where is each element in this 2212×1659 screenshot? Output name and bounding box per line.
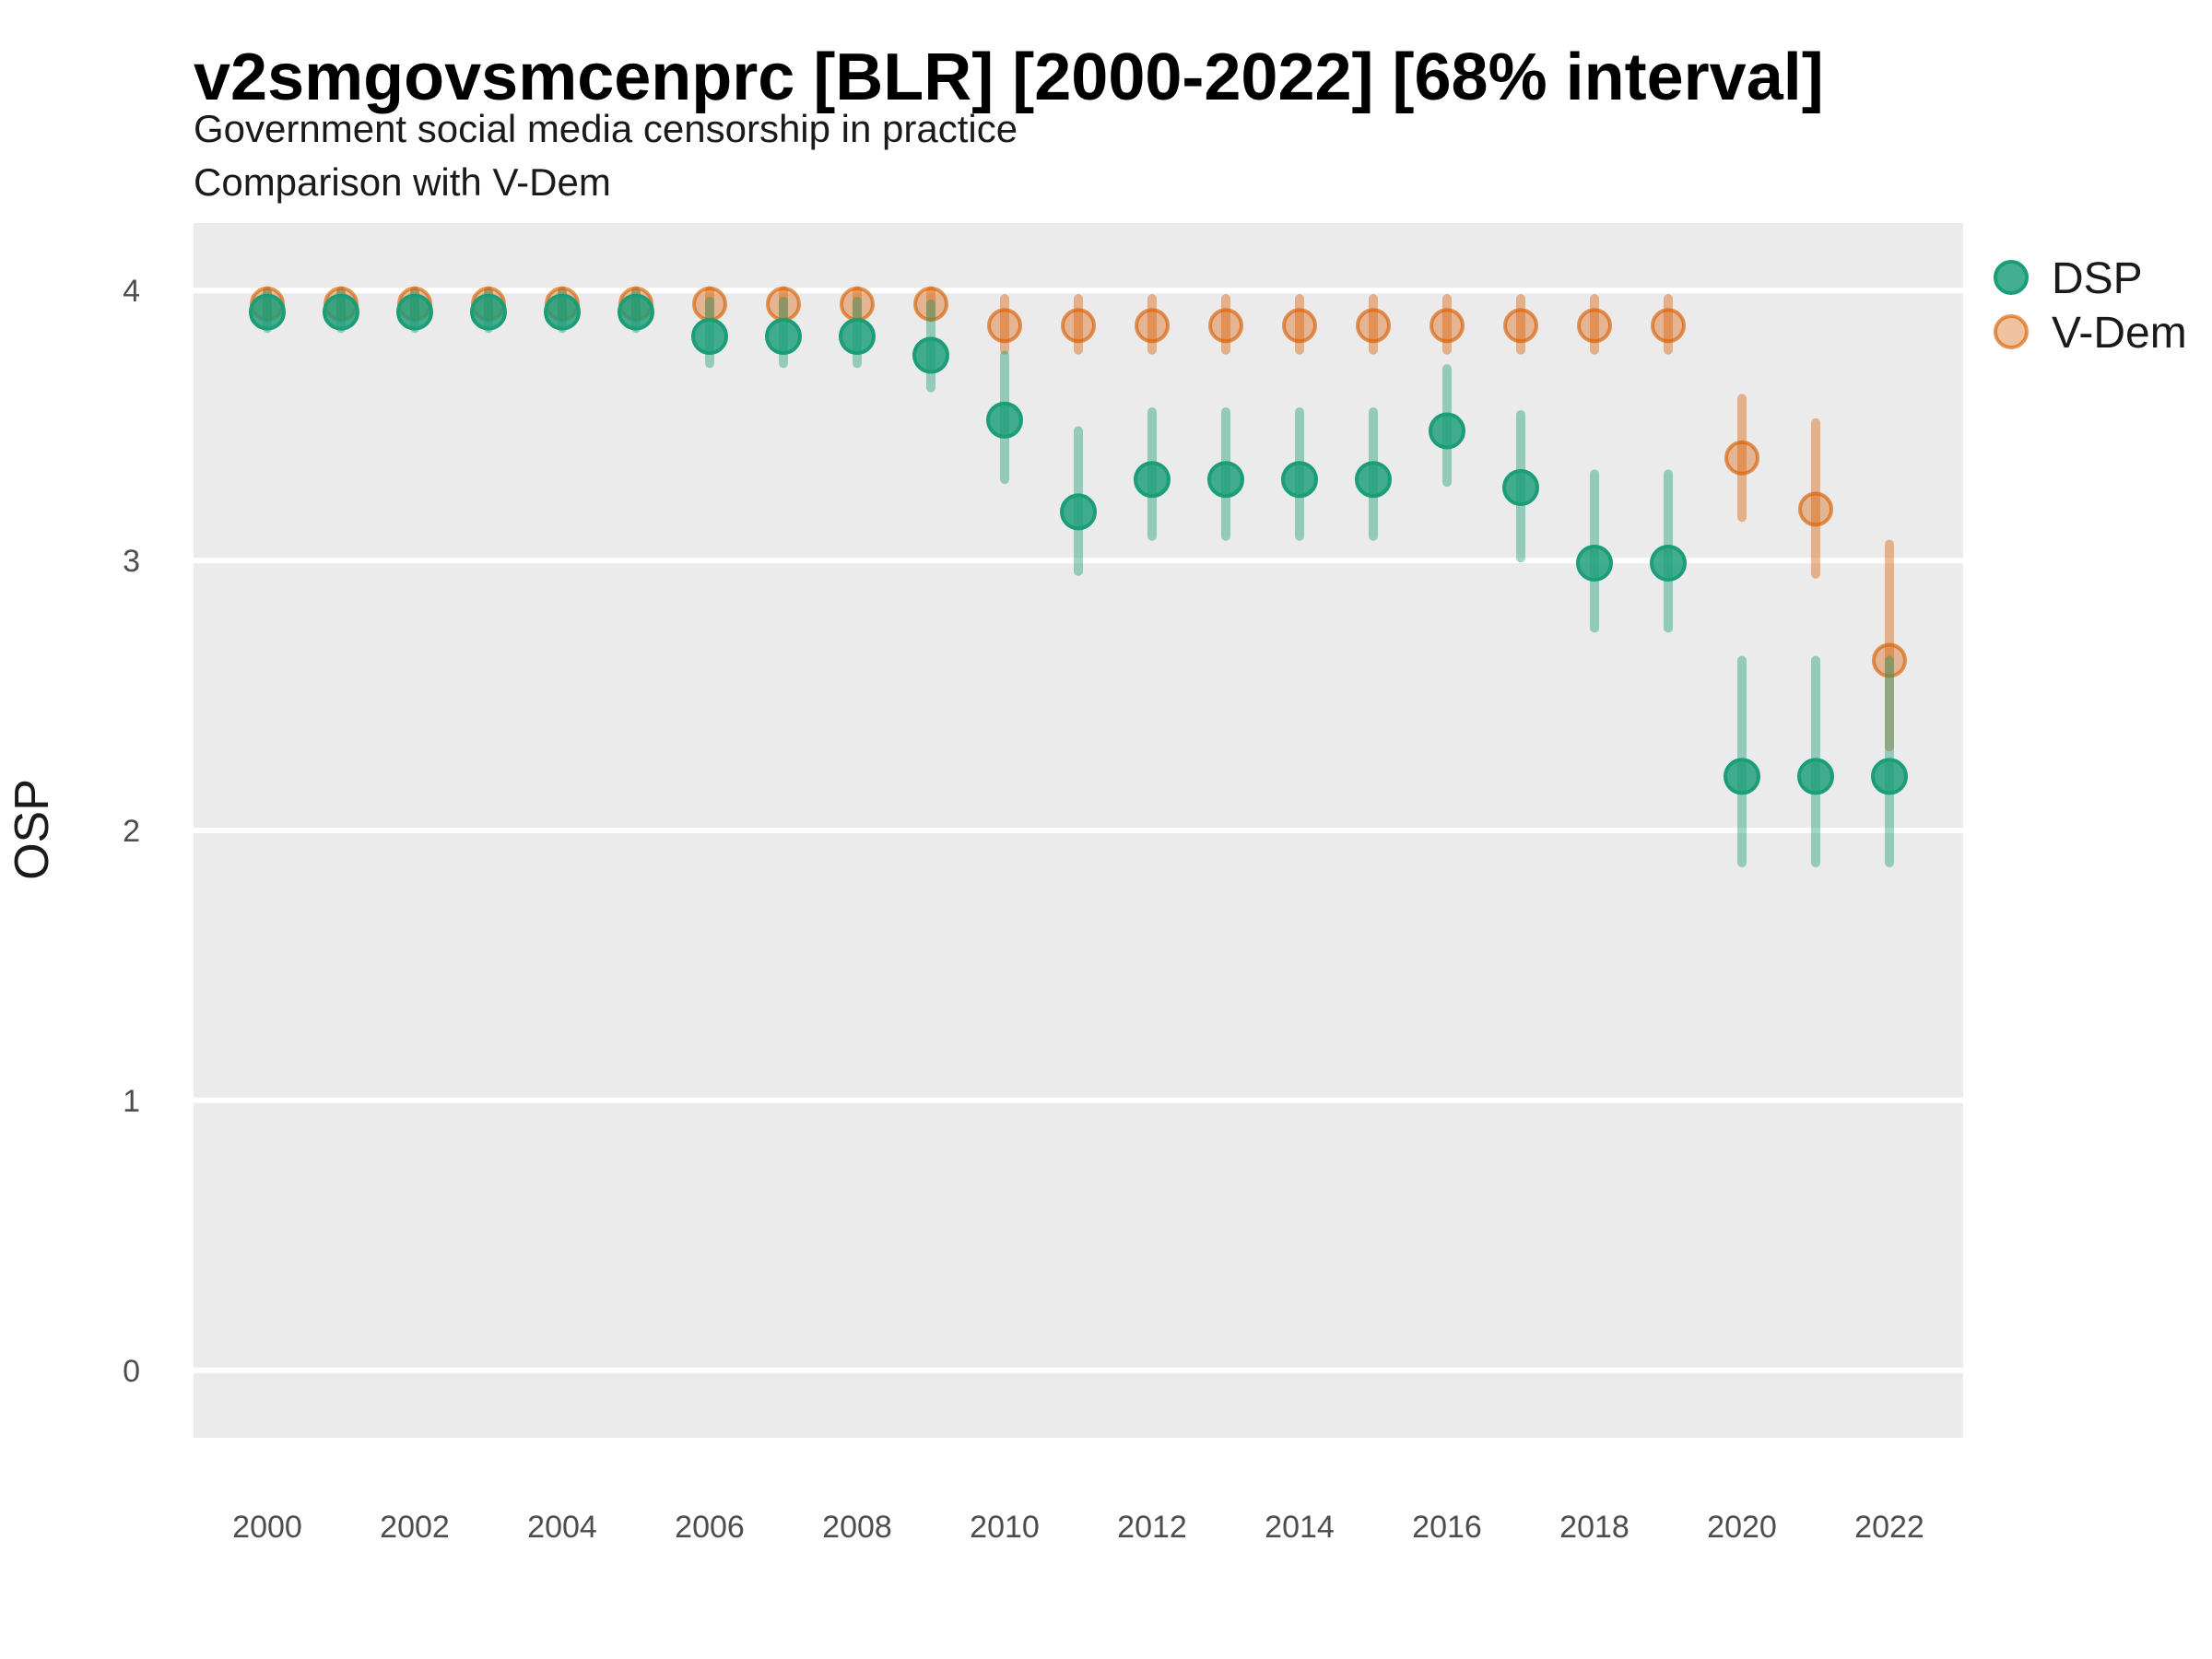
x-tick-label-2022: 2022 <box>1854 1510 1924 1545</box>
dsp-point-2002 <box>396 293 433 331</box>
dsp-point-2008 <box>839 318 876 356</box>
chart-subtitle: Government social media censorship in pr… <box>194 107 1018 150</box>
x-tick-label-2010: 2010 <box>970 1510 1040 1545</box>
data-marks <box>249 286 1908 868</box>
vdem-point-2020 <box>1724 440 1759 476</box>
dsp-point-2016 <box>1429 412 1465 450</box>
dsp-point-2003 <box>470 293 507 331</box>
chart-subtitle-2: Comparison with V-Dem <box>194 160 611 204</box>
vdem-point-2021 <box>1798 491 1833 527</box>
dsp-point-2019 <box>1650 545 1687 582</box>
vdem-point-2012 <box>1135 308 1170 344</box>
x-tick-label-2014: 2014 <box>1265 1510 1335 1545</box>
vdem-point-2009 <box>913 286 948 322</box>
dsp-point-2000 <box>249 293 286 331</box>
dsp-point-2004 <box>544 293 581 331</box>
dsp-point-2006 <box>691 318 728 356</box>
vdem-point-2011 <box>1061 308 1096 344</box>
dsp-point-2021 <box>1797 758 1834 795</box>
x-tick-label-2006: 2006 <box>675 1510 745 1545</box>
dsp-point-2013 <box>1207 461 1244 499</box>
legend-vdem-point-icon <box>1994 314 2029 349</box>
legend-vdem-label: V-Dem <box>2052 309 2187 358</box>
x-axis-tick-labels: 2000 2002 2004 2006 2008 2010 2012 2014 2016 2018… <box>232 1510 1924 1545</box>
vdem-point-2015 <box>1356 308 1391 344</box>
x-tick-label-2004: 2004 <box>527 1510 597 1545</box>
y-axis-title: OSP <box>6 779 59 880</box>
dsp-point-2001 <box>323 293 359 331</box>
vdem-point-2013 <box>1208 308 1243 344</box>
y-tick-label-3: 3 <box>123 544 140 579</box>
gridlines <box>194 288 1963 1373</box>
dsp-point-2010 <box>986 401 1023 439</box>
x-tick-label-2012: 2012 <box>1117 1510 1187 1545</box>
vdem-point-2010 <box>987 308 1022 344</box>
x-tick-label-2020: 2020 <box>1707 1510 1777 1545</box>
dsp-point-2014 <box>1281 461 1318 499</box>
chart-title: v2smgovsmcenprc [BLR] [2000-2022] [68% i… <box>194 41 1824 114</box>
vdem-point-2014 <box>1282 308 1317 344</box>
dsp-point-2005 <box>618 293 654 331</box>
dsp-point-2017 <box>1502 469 1539 507</box>
legend-dsp-label: DSP <box>2052 254 2143 303</box>
y-axis-tick-labels: 0 1 2 3 4 <box>123 274 140 1389</box>
dsp-point-2007 <box>765 318 802 356</box>
y-tick-label-2: 2 <box>123 814 140 849</box>
x-tick-label-2000: 2000 <box>232 1510 302 1545</box>
x-tick-label-2018: 2018 <box>1559 1510 1630 1545</box>
vdem-point-2017 <box>1503 308 1538 344</box>
y-tick-label-4: 4 <box>123 274 140 309</box>
dsp-point-2011 <box>1060 493 1097 531</box>
legend: DSP V-Dem <box>1994 254 2187 358</box>
y-tick-label-0: 0 <box>123 1354 140 1389</box>
dsp-point-2009 <box>912 336 949 374</box>
dsp-point-2018 <box>1576 545 1613 582</box>
dsp-point-2020 <box>1724 758 1760 795</box>
legend-dsp-point-icon <box>1994 260 2029 295</box>
dsp-point-2015 <box>1355 461 1392 499</box>
y-tick-label-1: 1 <box>123 1084 140 1119</box>
x-tick-label-2008: 2008 <box>822 1510 892 1545</box>
dsp-points <box>249 293 1908 795</box>
vdem-point-2018 <box>1577 308 1612 344</box>
vdem-point-2019 <box>1651 308 1686 344</box>
vdem-point-2022 <box>1872 642 1907 678</box>
dsp-point-2012 <box>1134 461 1171 499</box>
dsp-point-2022 <box>1871 758 1908 795</box>
x-tick-label-2016: 2016 <box>1412 1510 1482 1545</box>
vdem-point-2016 <box>1430 308 1465 344</box>
x-tick-label-2002: 2002 <box>380 1510 450 1545</box>
